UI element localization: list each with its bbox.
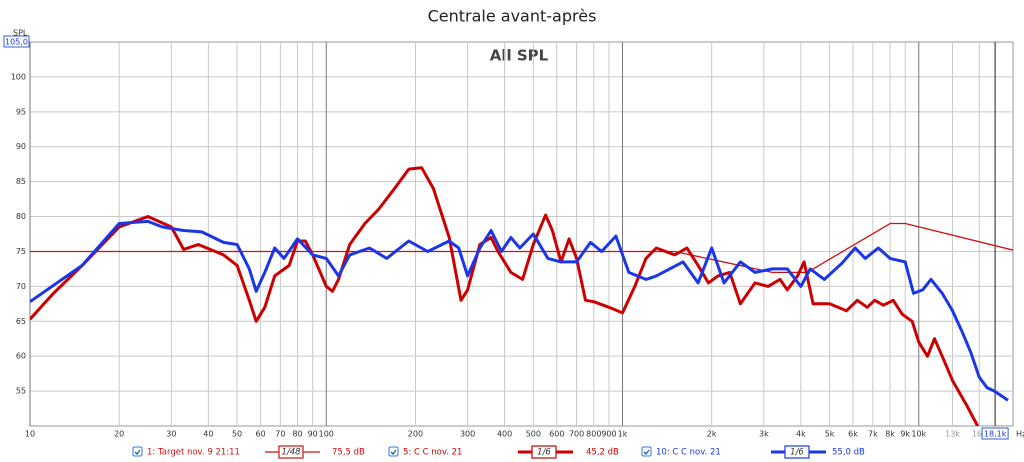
plot-area bbox=[29, 41, 1014, 427]
x-tick-label: 2k bbox=[707, 430, 717, 439]
legend-label: 5: C C nov. 21 bbox=[403, 448, 462, 458]
y-tick-label: 60 bbox=[16, 352, 26, 361]
cursor-label: 18,1k bbox=[984, 430, 1007, 439]
y-tick-label: 70 bbox=[16, 282, 26, 291]
chart-title: Centrale avant-après bbox=[428, 7, 597, 26]
y-top-box bbox=[3, 35, 30, 48]
x-tick-label: 400 bbox=[497, 430, 512, 439]
x-tick-label: 300 bbox=[460, 430, 475, 439]
y-tick-label: 95 bbox=[16, 107, 26, 116]
x-tick-label: 13k bbox=[945, 430, 960, 439]
legend-level: 75,5 dB bbox=[332, 448, 365, 458]
x-tick-label: 8k bbox=[885, 430, 895, 439]
chart-subtitle: All SPL bbox=[490, 47, 549, 65]
x-tick-label: 20 bbox=[114, 430, 124, 439]
x-tick-label: 30 bbox=[166, 430, 176, 439]
x-unit: Hz bbox=[1016, 430, 1024, 439]
series-group bbox=[30, 166, 1013, 426]
x-tick-label: 70 bbox=[275, 430, 285, 439]
x-tick-label: 60 bbox=[255, 430, 265, 439]
y-tick-label: 85 bbox=[16, 177, 26, 186]
legend-checkbox bbox=[132, 446, 143, 457]
x-tick-label: 6k bbox=[848, 430, 858, 439]
x-tick-label: 200 bbox=[408, 430, 423, 439]
y-tick-label: 75 bbox=[16, 247, 26, 256]
x-tick-label: 80 bbox=[292, 430, 302, 439]
x-tick-label: 800 bbox=[586, 430, 601, 439]
x-tick-label: 40 bbox=[203, 430, 213, 439]
legend-smoothing-box bbox=[531, 445, 557, 459]
x-tick-label: 4k bbox=[796, 430, 806, 439]
legend-checkbox bbox=[641, 446, 652, 457]
legend-label: 10: C C nov. 21 bbox=[656, 448, 721, 458]
legend-smoothing: 1/6 bbox=[790, 448, 804, 458]
x-tick-label: 7k bbox=[868, 430, 878, 439]
legend-level: 45,2 dB bbox=[586, 448, 619, 458]
legend-label: 1: Target nov. 9 21:11 bbox=[147, 448, 240, 458]
legend-smoothing: 1/48 bbox=[281, 448, 301, 458]
y-tick-label: 90 bbox=[16, 142, 26, 151]
legend-level: 55,0 dB bbox=[832, 448, 865, 458]
x-tick-label: 700 bbox=[569, 430, 584, 439]
legend-smoothing: 1/6 bbox=[537, 448, 551, 458]
y-axis-label: SPL bbox=[13, 29, 28, 38]
x-tick-label: 3k bbox=[759, 430, 769, 439]
x-tick-label: 900 bbox=[601, 430, 616, 439]
x-tick-label: 100 bbox=[319, 430, 334, 439]
x-tick-label: 16k bbox=[972, 430, 987, 439]
legend-check bbox=[390, 449, 397, 455]
x-tick-label: 9k bbox=[900, 430, 910, 439]
legend-smoothing-box bbox=[278, 445, 304, 459]
x-tick-label: 500 bbox=[526, 430, 541, 439]
legend-check bbox=[134, 449, 141, 455]
x-tick-label: 90 bbox=[308, 430, 318, 439]
series-line bbox=[30, 219, 1009, 402]
y-tick-label: 80 bbox=[16, 212, 26, 221]
x-tick-label: 10 bbox=[25, 430, 35, 439]
legend-smoothing-box bbox=[784, 445, 810, 459]
y-top-label: 105,0 bbox=[5, 38, 28, 47]
y-tick-label: 100 bbox=[11, 72, 26, 81]
x-tick-label: 10k bbox=[911, 430, 926, 439]
legend-check bbox=[643, 449, 650, 455]
legend-checkbox bbox=[388, 446, 399, 457]
cursor-box bbox=[981, 427, 1009, 440]
x-tick-label: 600 bbox=[549, 430, 564, 439]
x-tick-label: 1k bbox=[618, 430, 628, 439]
x-tick-label: 50 bbox=[232, 430, 242, 439]
y-tick-label: 55 bbox=[16, 387, 26, 396]
y-tick-label: 65 bbox=[16, 317, 26, 326]
x-tick-label: 5k bbox=[825, 430, 835, 439]
